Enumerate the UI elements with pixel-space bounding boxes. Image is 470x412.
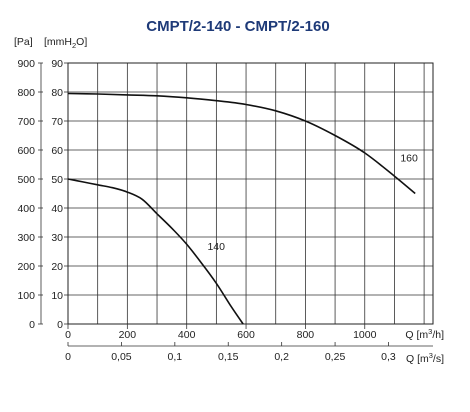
grid bbox=[67, 62, 434, 325]
y-mmh2o-tick-label: 20 bbox=[51, 261, 63, 273]
y-pa-tick-label: 0 bbox=[29, 319, 35, 331]
x-m3s-tick-label: 0,3 bbox=[381, 351, 396, 363]
y-pa-tick-label: 900 bbox=[17, 58, 35, 70]
y-mmh2o-tick-label: 40 bbox=[51, 203, 63, 215]
series-label-140: 140 bbox=[207, 241, 225, 253]
y-mmh2o-tick-label: 0 bbox=[57, 319, 63, 331]
chart-title: CMPT/2-140 - CMPT/2-160 bbox=[146, 18, 329, 35]
series-line-140 bbox=[67, 178, 244, 325]
y-pa-tick-label: 500 bbox=[17, 174, 35, 186]
y-mmh2o-tick-label: 60 bbox=[51, 145, 63, 157]
x-axis-label-m3h: Q [m3/h] bbox=[405, 327, 444, 341]
y-mmh2o-tick-label: 50 bbox=[51, 174, 63, 186]
x-m3s-tick-label: 0 bbox=[65, 351, 71, 363]
y-mmh2o-tick-label: 30 bbox=[51, 232, 63, 244]
y-mmh2o-tick-label: 90 bbox=[51, 58, 63, 70]
curves: 140 160 bbox=[67, 92, 418, 325]
y-mmh2o-tick-label: 10 bbox=[51, 290, 63, 302]
y-pa-tick-label: 200 bbox=[17, 261, 35, 273]
x-axis-label-m3s: Q [m3/s] bbox=[406, 351, 444, 365]
y-pa-tick-label: 300 bbox=[17, 232, 35, 244]
x-m3s-tick-label: 0,15 bbox=[218, 351, 239, 363]
y-mmh2o-tick-label: 70 bbox=[51, 116, 63, 128]
x-m3h-tick-label: 400 bbox=[178, 329, 196, 341]
x-m3s-tick-label: 0,05 bbox=[111, 351, 132, 363]
series-label-160: 160 bbox=[400, 153, 418, 165]
axes bbox=[38, 62, 434, 347]
y-mmh2o-tick-label: 80 bbox=[51, 87, 63, 99]
x-m3s-tick-label: 0,1 bbox=[168, 351, 183, 363]
y-pa-tick-label: 100 bbox=[17, 290, 35, 302]
y-axis-label-mmh2o: [mmH2O] bbox=[44, 36, 87, 50]
x-m3h-tick-label: 200 bbox=[119, 329, 137, 341]
y-axis-label-pa: [Pa] bbox=[14, 36, 33, 48]
x-m3h-tick-label: 800 bbox=[297, 329, 315, 341]
y-pa-tick-label: 800 bbox=[17, 87, 35, 99]
series-line-160 bbox=[67, 92, 416, 195]
x-m3h-tick-label: 0 bbox=[65, 329, 71, 341]
x-m3s-tick-label: 0,25 bbox=[325, 351, 346, 363]
x-m3h-tick-label: 1000 bbox=[353, 329, 377, 341]
y-pa-tick-label: 600 bbox=[17, 145, 35, 157]
y-pa-tick-label: 400 bbox=[17, 203, 35, 215]
x-m3s-tick-label: 0,2 bbox=[274, 351, 289, 363]
plot-frame bbox=[67, 62, 434, 325]
x-m3h-tick-label: 600 bbox=[237, 329, 255, 341]
y-pa-tick-label: 700 bbox=[17, 116, 35, 128]
